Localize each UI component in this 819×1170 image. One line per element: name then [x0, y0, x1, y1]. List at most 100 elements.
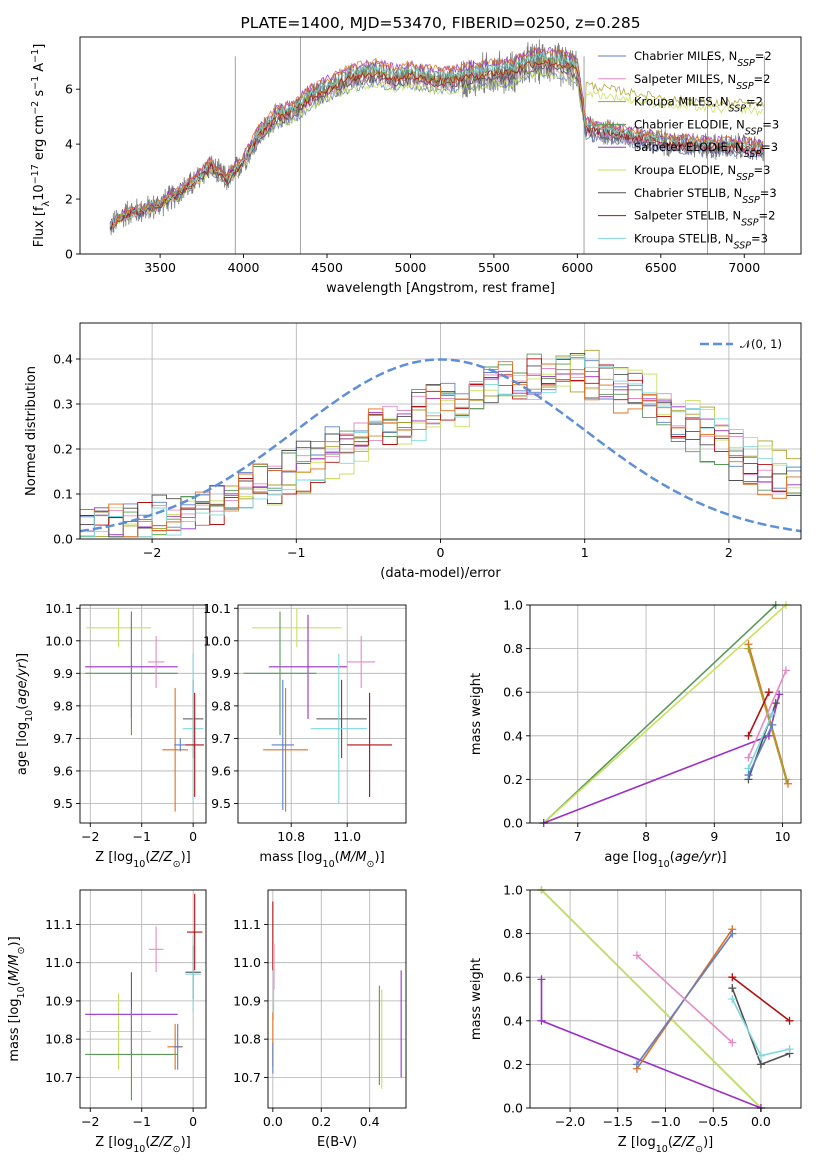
- weight-series-line: [540, 889, 762, 1109]
- y-tick-label: 9.6: [211, 763, 231, 778]
- x-tick-label: −0.5: [698, 1114, 728, 1129]
- weight-point-marker: [537, 1016, 546, 1025]
- weight-series-line: [543, 604, 777, 824]
- legend-entry: Salpeter STELIB, NSSP=2: [634, 209, 775, 229]
- residual-distribution-panel: −2 −1 0 1 2 0.0 0.1 0.2 0.3 0.4 (data-model)/error…: [24, 322, 802, 581]
- x-tick-label: 0: [189, 829, 197, 844]
- x-tick-label: 0.4: [360, 1114, 380, 1129]
- weight-point-marker: [781, 775, 790, 784]
- x-tick-label: 0.2: [311, 1114, 331, 1129]
- y-tick-label: 10.0: [45, 633, 73, 648]
- y-axis-label: mass [log10(M/M⊙)]: [7, 936, 27, 1061]
- weight-point-marker: [744, 753, 753, 762]
- y-tick-label: 9.9: [211, 666, 231, 681]
- legend-entry: Chabrier STELIB, NSSP=3: [634, 186, 777, 206]
- y-tick-label: 0.6: [503, 970, 523, 985]
- y-tick-label: 4: [65, 137, 73, 152]
- model-fit-line: [109, 56, 764, 227]
- x-axis-label: mass [log10(M/M⊙)]: [259, 850, 384, 870]
- y-tick-label: 10.8: [45, 1032, 73, 1047]
- model-fit-line: [109, 68, 764, 229]
- weight-point-marker: [728, 973, 737, 982]
- y-tick-label: 1.0: [503, 598, 523, 613]
- plot-frame: [529, 604, 802, 824]
- weight-point-marker: [632, 951, 641, 960]
- y-tick-label: 10.7: [233, 1070, 261, 1085]
- weight-point-marker: [537, 975, 546, 984]
- x-tick-label: 0.0: [263, 1114, 283, 1129]
- x-tick-label: −2: [81, 1114, 99, 1129]
- weight-point-marker: [756, 1060, 765, 1069]
- weight-point-marker: [785, 1016, 794, 1025]
- x-axis-label: wavelength [Angstrom, rest frame]: [326, 281, 555, 296]
- weight-point-marker: [728, 929, 737, 938]
- mass-weight-vs-age-panel: 7 8 9 10 0.0 0.2 0.4 0.6 0.8 1.0 age [log10(age/yr…: [469, 598, 802, 870]
- weight-series-line: [747, 724, 774, 776]
- legend-entry: 𝒩(0, 1): [740, 337, 782, 351]
- x-axis-label: Z [log10(Z/Z⊙)]: [95, 1135, 190, 1155]
- age-vs-metallicity-panel: −2 −1 0 9.5 9.6 9.7 9.8 9.9 10.0 10.1 Z [log10(Z/Z…: [15, 601, 207, 870]
- weight-point-marker: [744, 771, 753, 780]
- x-axis-label: age [log10(age/yr)]: [604, 850, 726, 870]
- y-tick-label: 0.0: [503, 1101, 523, 1116]
- mass-vs-metallicity-panel: −2 −1 0 10.7 10.8 10.9 11.0 11.1 Z [log10(Z/Z⊙)]…: [7, 889, 207, 1155]
- weight-series-line: [747, 670, 787, 758]
- weight-point-marker: [744, 644, 753, 653]
- y-tick-label: 9.5: [211, 796, 231, 811]
- y-tick-label: 0.2: [53, 442, 73, 457]
- y-tick-label: 2: [65, 192, 73, 207]
- x-tick-label: 10: [775, 829, 791, 844]
- weight-point-marker: [784, 779, 793, 788]
- weight-point-marker: [785, 1045, 794, 1054]
- x-axis-label: Z [log10(Z/Z⊙)]: [618, 1135, 713, 1155]
- y-tick-label: 0.1: [53, 487, 73, 502]
- y-tick-label: 0.4: [53, 352, 73, 367]
- y-tick-label: 10.9: [45, 993, 73, 1008]
- weight-series-line: [747, 713, 774, 769]
- y-tick-label: 0.2: [503, 1057, 523, 1072]
- x-tick-label: 6500: [645, 260, 677, 275]
- y-tick-label: 11.0: [233, 955, 261, 970]
- y-tick-label: 9.9: [53, 666, 73, 681]
- y-tick-label: 10.1: [203, 601, 231, 616]
- x-axis-label: (data-model)/error: [380, 566, 501, 581]
- y-tick-label: 10.0: [203, 633, 231, 648]
- weight-point-marker: [771, 699, 780, 708]
- y-axis-label: Normed distribution: [24, 366, 39, 496]
- y-tick-label: 0.8: [503, 641, 523, 656]
- y-axis-label: Flux [fλ10−17 erg cm−2 s−1 A−1]: [30, 44, 52, 248]
- x-tick-label: −1.5: [603, 1114, 633, 1129]
- x-tick-label: −1.0: [650, 1114, 680, 1129]
- weight-point-marker: [728, 984, 737, 993]
- legend-entry: Kroupa STELIB, NSSP=3: [634, 231, 768, 251]
- normal-curve: [79, 358, 802, 533]
- x-tick-label: 6000: [561, 260, 593, 275]
- y-tick-label: 10.1: [45, 601, 73, 616]
- plot-frame: [237, 604, 407, 824]
- x-tick-label: −2: [81, 829, 99, 844]
- y-tick-label: 0.6: [503, 685, 523, 700]
- y-tick-label: 11.0: [45, 955, 73, 970]
- x-tick-label: 11.0: [333, 829, 361, 844]
- x-tick-label: −1: [132, 829, 150, 844]
- weight-point-marker: [768, 720, 777, 729]
- y-tick-label: 9.8: [53, 698, 73, 713]
- y-tick-label: 0.2: [503, 772, 523, 787]
- y-tick-label: 9.6: [53, 763, 73, 778]
- plot-frame: [79, 36, 802, 255]
- x-tick-label: −1: [132, 1114, 150, 1129]
- y-axis-label: mass weight: [469, 958, 484, 1040]
- legend-entry: Salpeter ELODIE, NSSP=3: [634, 140, 778, 160]
- residual-histogram: [79, 361, 801, 539]
- y-tick-label: 11.1: [233, 917, 261, 932]
- y-tick-label: 0.0: [53, 532, 73, 547]
- weight-series-line: [747, 691, 770, 737]
- y-tick-label: 10.8: [233, 1032, 261, 1047]
- y-tick-label: 10.7: [45, 1070, 73, 1085]
- legend-entry: Kroupa ELODIE, NSSP=3: [634, 163, 771, 183]
- y-axis-label: age [log10(age/yr)]: [15, 653, 35, 775]
- x-tick-label: 8: [642, 829, 650, 844]
- x-axis-label: E(B-V): [317, 1135, 357, 1150]
- y-tick-label: 0.3: [53, 397, 73, 412]
